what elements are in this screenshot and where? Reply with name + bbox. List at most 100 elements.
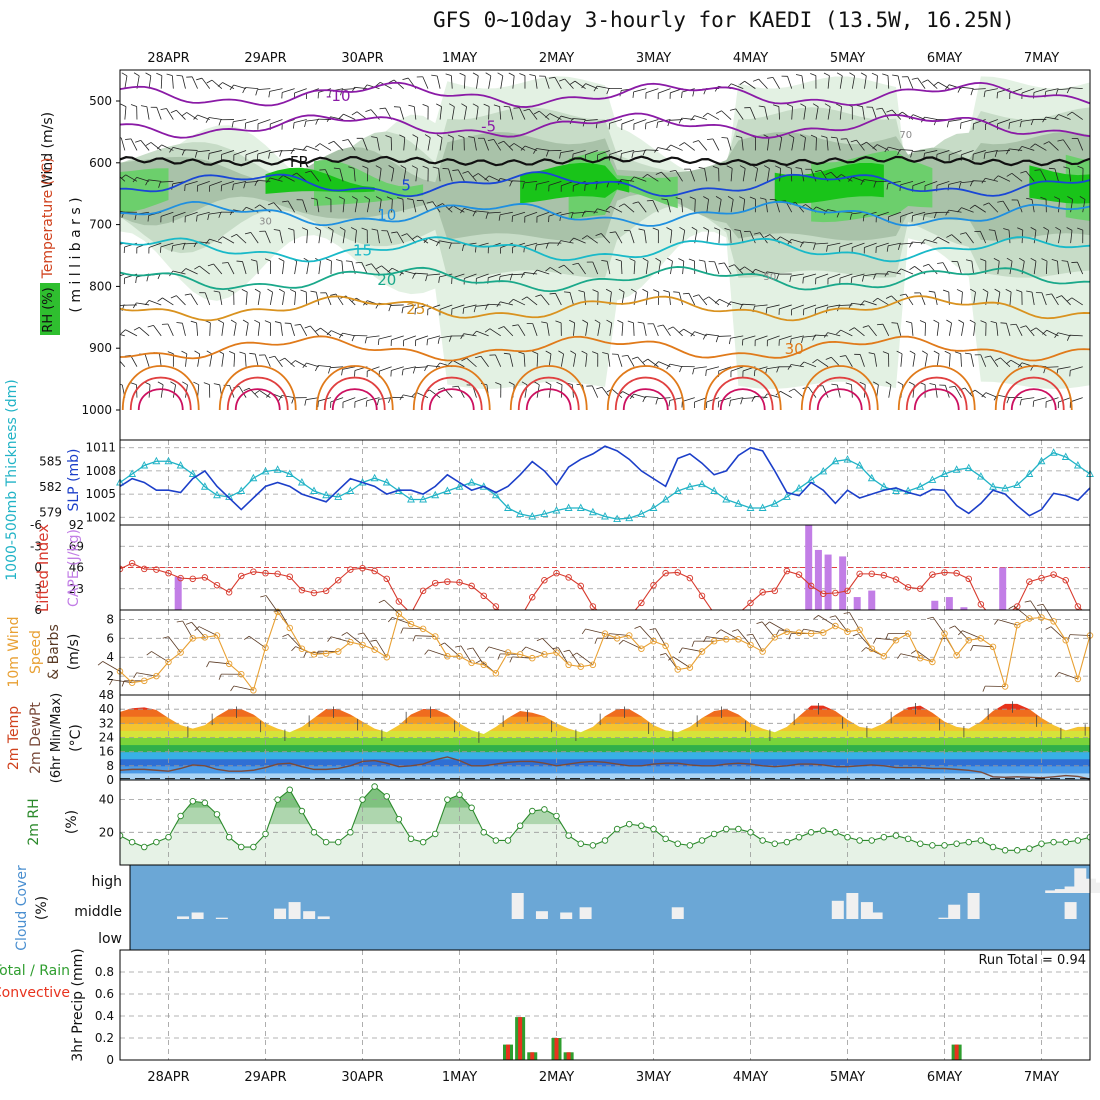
data-point bbox=[335, 577, 342, 584]
wind-barb-flag bbox=[229, 84, 234, 91]
wind-barb-flag bbox=[315, 365, 319, 372]
wind-barb-flag bbox=[829, 615, 836, 618]
wind-barb bbox=[960, 119, 974, 124]
wind-barb bbox=[310, 325, 320, 337]
wind-barb bbox=[948, 180, 962, 185]
wind-barb-flag bbox=[532, 269, 538, 275]
wind-barb-flag bbox=[605, 288, 612, 293]
wind-barb-flag bbox=[317, 401, 319, 408]
wind-barb bbox=[1033, 88, 1047, 93]
wind-barb bbox=[742, 199, 746, 213]
wind-barb-flag bbox=[706, 138, 714, 141]
wind-barb-flag bbox=[691, 226, 698, 231]
wind-barb-flag bbox=[843, 612, 850, 614]
wind-barb-flag bbox=[545, 381, 552, 386]
data-point bbox=[213, 581, 221, 589]
wind-barb bbox=[257, 88, 271, 91]
cloud-bar-high bbox=[1054, 889, 1067, 893]
wind-barb-flag bbox=[520, 145, 526, 151]
data-point bbox=[673, 486, 682, 494]
wind-barb bbox=[380, 81, 392, 89]
data-point bbox=[516, 509, 525, 517]
data-point bbox=[371, 567, 378, 575]
wind-barb bbox=[862, 106, 865, 120]
wind-barb bbox=[259, 390, 271, 398]
wind-barb bbox=[912, 353, 916, 367]
wind-barb bbox=[826, 137, 829, 151]
wind-barb bbox=[245, 87, 259, 90]
wind-barb bbox=[209, 238, 222, 244]
wind-barb bbox=[698, 140, 708, 151]
wind-barb bbox=[917, 77, 926, 89]
wind-barb-flag bbox=[1043, 141, 1050, 145]
wind-barb bbox=[1045, 230, 1049, 244]
data-point bbox=[601, 512, 609, 520]
data-point bbox=[419, 625, 427, 633]
data-point bbox=[528, 512, 537, 520]
wind-barb-flag bbox=[666, 227, 672, 231]
cape-tick: 92 bbox=[69, 518, 84, 532]
wind-barb-flag bbox=[495, 382, 502, 386]
wind-barb bbox=[466, 357, 477, 368]
wind-barb bbox=[403, 168, 407, 182]
wind-barb-flag bbox=[795, 167, 802, 169]
data-point bbox=[940, 469, 949, 477]
wind-barb-flag bbox=[461, 357, 467, 362]
wind-barb-flag bbox=[1008, 605, 1015, 610]
wind-barb-flag bbox=[1055, 295, 1062, 299]
wind-barb bbox=[645, 261, 649, 275]
data-point bbox=[541, 651, 548, 658]
wind-barb-flag bbox=[1066, 111, 1073, 116]
isotherm-loop bbox=[420, 376, 483, 411]
wind-barb-flag bbox=[376, 265, 382, 270]
wind-barb-flag bbox=[484, 646, 490, 652]
data-point bbox=[468, 804, 475, 812]
wind-barb bbox=[899, 149, 914, 151]
temp-tick: 32 bbox=[99, 716, 114, 730]
data-point bbox=[614, 621, 620, 627]
wind-barb-flag bbox=[407, 198, 414, 200]
wind-barb bbox=[367, 366, 380, 372]
data-point bbox=[516, 651, 524, 658]
wind-barb-flag bbox=[850, 139, 857, 143]
wind-barb-flag bbox=[960, 122, 962, 129]
data-point bbox=[577, 663, 585, 670]
wind-barb-flag bbox=[194, 265, 200, 270]
wind-barb-flag bbox=[484, 175, 490, 181]
slp-tick: 1005 bbox=[85, 487, 116, 501]
data-point bbox=[274, 570, 281, 578]
wind-barb-flag bbox=[632, 91, 635, 98]
data-point bbox=[844, 833, 851, 841]
cloud-bg bbox=[130, 865, 1090, 950]
wind-barb bbox=[427, 335, 441, 340]
wind-barb-flag bbox=[673, 291, 680, 293]
wind-barb bbox=[402, 304, 416, 308]
wind-barb bbox=[928, 263, 938, 275]
data-point bbox=[468, 659, 475, 667]
wind-barb bbox=[919, 292, 926, 306]
wind-barb bbox=[591, 385, 599, 398]
wind-barb bbox=[749, 231, 756, 244]
wind-barb-flag bbox=[170, 295, 177, 299]
wind-barb bbox=[296, 172, 307, 182]
wind-barb-flag bbox=[1006, 148, 1010, 155]
wind-barb bbox=[836, 384, 841, 398]
wind-barb-flag bbox=[1054, 114, 1059, 120]
wind-barb-flag bbox=[342, 139, 349, 142]
data-point bbox=[820, 827, 827, 834]
data-point bbox=[249, 473, 258, 482]
wind-barb-flag bbox=[484, 304, 489, 310]
precip-bar-convective bbox=[554, 1038, 559, 1060]
wind-barb-flag bbox=[1067, 196, 1073, 200]
wind-barb bbox=[803, 137, 806, 151]
wind-barb bbox=[645, 88, 659, 94]
isotherm-loop bbox=[913, 388, 960, 411]
wind-barb-flag bbox=[618, 288, 625, 293]
wind-barb-flag bbox=[294, 324, 301, 326]
data-point bbox=[467, 478, 476, 486]
wind-barb-flag bbox=[521, 646, 527, 652]
cloud-bar-middle bbox=[560, 912, 573, 919]
wind-barb bbox=[269, 292, 274, 306]
data-point bbox=[795, 483, 803, 492]
wind-barb bbox=[839, 242, 853, 248]
